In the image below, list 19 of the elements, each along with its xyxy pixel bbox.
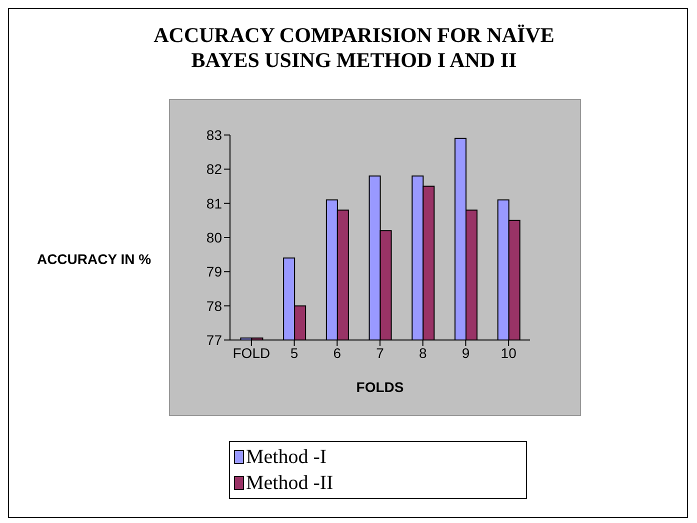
legend-label: Method -II <box>246 471 334 496</box>
chart-title: ACCURACY COMPARISION FOR NAÏVE BAYES USING METHOD I AND II <box>152 23 556 73</box>
x-tick-label: 10 <box>500 344 517 361</box>
y-tick-label: 79 <box>206 264 222 280</box>
x-tick-label: 7 <box>376 344 384 361</box>
y-tick-label: 81 <box>206 195 222 212</box>
x-tick-label: 9 <box>462 344 470 361</box>
legend-label: Method -I <box>246 445 327 470</box>
x-tick-label: 5 <box>290 344 298 361</box>
y-axis-title: ACCURACY IN % <box>36 250 152 269</box>
y-tick-label: 83 <box>206 126 222 143</box>
x-tick-label: 6 <box>333 344 342 361</box>
y-tick-label: 78 <box>206 298 222 314</box>
y-tick-label: 77 <box>206 332 222 348</box>
x-tick-label: 8 <box>418 344 427 361</box>
y-tick-label: 82 <box>206 161 222 178</box>
y-tick-label: 80 <box>206 229 222 246</box>
x-axis-title: FOLDS <box>356 379 404 395</box>
x-tick-label: FOLD <box>232 344 270 361</box>
